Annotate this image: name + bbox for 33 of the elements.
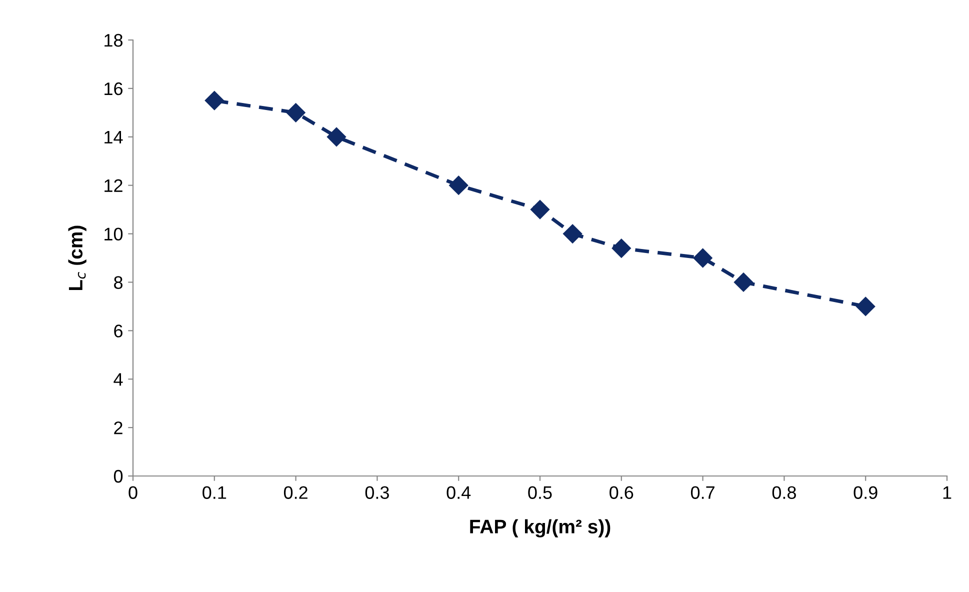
y-tick-label: 0 bbox=[114, 470, 123, 483]
y-tick-label: 4 bbox=[114, 373, 123, 386]
y-tick-label: 6 bbox=[114, 324, 122, 338]
x-axis-title: FAP ( kg/(m² s)) bbox=[470, 519, 610, 538]
x-tick-label: 0 bbox=[128, 486, 138, 499]
point bbox=[286, 103, 306, 122]
x-tick-label: 1 bbox=[943, 486, 952, 499]
y-tick-label: 12 bbox=[104, 179, 122, 192]
y-axis-title: L$_{c}$ (cm) bbox=[68, 226, 86, 290]
point bbox=[856, 296, 876, 316]
y-tick-label: 2 bbox=[114, 421, 122, 434]
y-tick-label: 10 bbox=[104, 228, 123, 240]
y-tick-label: 18 bbox=[104, 34, 122, 47]
point bbox=[563, 224, 582, 244]
x-tick-label: 0.9 bbox=[854, 486, 878, 499]
point bbox=[612, 238, 631, 258]
x-tick-label: 0.3 bbox=[365, 486, 389, 499]
point bbox=[204, 91, 224, 110]
x-tick-label: 0.8 bbox=[772, 486, 796, 499]
y-tick-label: 8 bbox=[114, 276, 122, 289]
x-tick-label: 0.4 bbox=[446, 486, 471, 499]
y-tick-label: 16 bbox=[104, 82, 122, 96]
point bbox=[449, 176, 468, 195]
point bbox=[530, 200, 550, 220]
x-tick-label: 0.2 bbox=[284, 486, 308, 499]
point bbox=[734, 272, 754, 292]
x-tick-label: 0.6 bbox=[610, 486, 634, 499]
y-tick-label: 14 bbox=[104, 131, 123, 144]
point bbox=[693, 248, 712, 268]
x-tick-label: 0.5 bbox=[528, 486, 552, 499]
x-tick-label: 0.7 bbox=[690, 486, 714, 499]
x-tick-label: 0.1 bbox=[202, 486, 226, 499]
point bbox=[326, 127, 346, 146]
